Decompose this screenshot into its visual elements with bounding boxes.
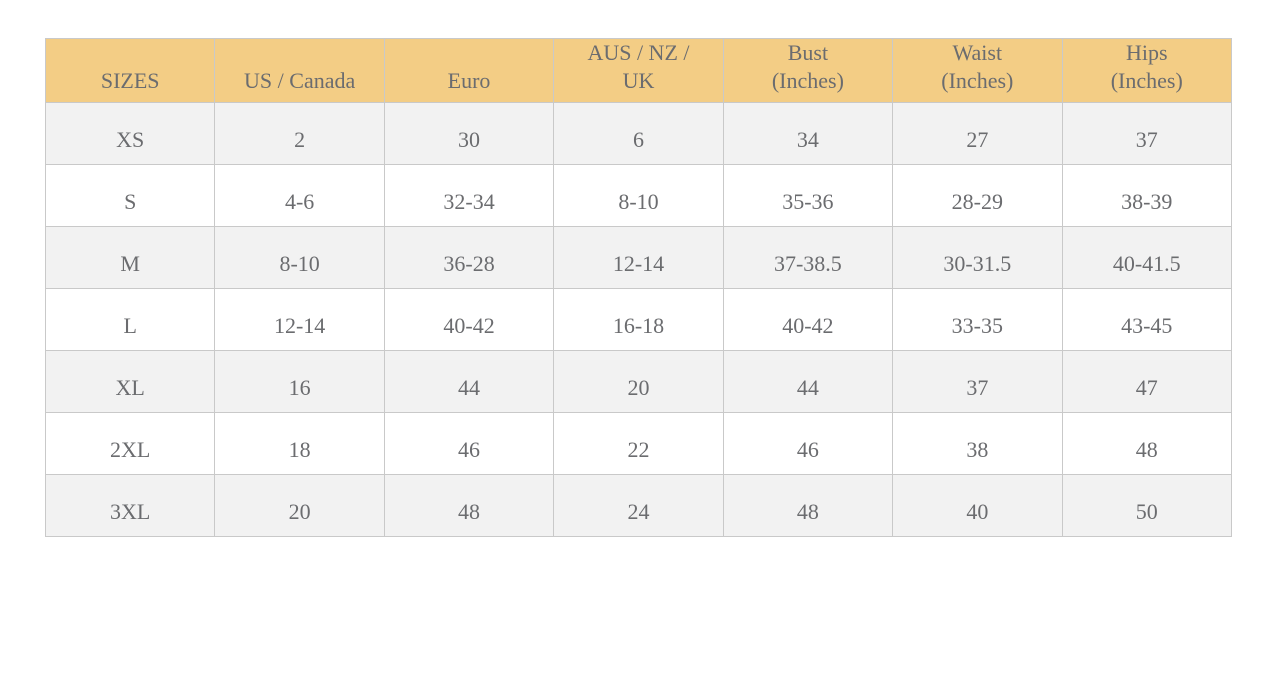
- cell-size: XL: [44, 350, 216, 413]
- cell-hips: 38-39: [1061, 164, 1233, 227]
- cell-aus: 6: [553, 102, 724, 165]
- cell-euro: 36-28: [383, 226, 555, 289]
- cell-bust: 37-38.5: [722, 226, 894, 289]
- cell-euro: 46: [383, 412, 555, 475]
- cell-bust: 35-36: [722, 164, 894, 227]
- column-header-waist: Waist (Inches): [892, 38, 1063, 103]
- cell-size: L: [44, 288, 216, 351]
- cell-us: 20: [214, 474, 385, 537]
- cell-aus: 20: [553, 350, 724, 413]
- cell-euro: 32-34: [383, 164, 555, 227]
- cell-hips: 47: [1061, 350, 1233, 413]
- size-chart-table: SIZES US / Canada Euro AUS / NZ / UK Bus…: [44, 38, 1233, 537]
- cell-waist: 40: [892, 474, 1063, 537]
- column-header-hips: Hips (Inches): [1061, 38, 1233, 103]
- cell-size: 3XL: [44, 474, 216, 537]
- cell-euro: 44: [383, 350, 555, 413]
- cell-bust: 40-42: [722, 288, 894, 351]
- header-row: SIZES US / Canada Euro AUS / NZ / UK Bus…: [44, 38, 1233, 103]
- table-row-s: S 4-6 32-34 8-10 35-36 28-29 38-39: [44, 164, 1233, 227]
- table-row-xs: XS 2 30 6 34 27 37: [44, 102, 1233, 165]
- cell-waist: 38: [892, 412, 1063, 475]
- cell-size: S: [44, 164, 216, 227]
- cell-waist: 28-29: [892, 164, 1063, 227]
- cell-waist: 37: [892, 350, 1063, 413]
- cell-hips: 48: [1061, 412, 1233, 475]
- cell-us: 18: [214, 412, 385, 475]
- size-chart-body: XS 2 30 6 34 27 37 S 4-6 32-34 8-10 35-3…: [44, 102, 1233, 537]
- cell-bust: 46: [722, 412, 894, 475]
- column-header-bust: Bust (Inches): [722, 38, 894, 103]
- cell-aus: 24: [553, 474, 724, 537]
- table-row-m: M 8-10 36-28 12-14 37-38.5 30-31.5 40-41…: [44, 226, 1233, 289]
- cell-size: 2XL: [44, 412, 216, 475]
- cell-us: 2: [214, 102, 385, 165]
- column-header-sizes: SIZES: [44, 38, 216, 103]
- cell-waist: 30-31.5: [892, 226, 1063, 289]
- table-row-l: L 12-14 40-42 16-18 40-42 33-35 43-45: [44, 288, 1233, 351]
- cell-waist: 27: [892, 102, 1063, 165]
- cell-aus: 16-18: [553, 288, 724, 351]
- cell-us: 12-14: [214, 288, 385, 351]
- cell-bust: 44: [722, 350, 894, 413]
- table-row-2xl: 2XL 18 46 22 46 38 48: [44, 412, 1233, 475]
- column-header-euro: Euro: [383, 38, 555, 103]
- cell-euro: 48: [383, 474, 555, 537]
- cell-waist: 33-35: [892, 288, 1063, 351]
- cell-aus: 12-14: [553, 226, 724, 289]
- cell-euro: 40-42: [383, 288, 555, 351]
- cell-hips: 40-41.5: [1061, 226, 1233, 289]
- cell-us: 16: [214, 350, 385, 413]
- cell-hips: 43-45: [1061, 288, 1233, 351]
- cell-us: 8-10: [214, 226, 385, 289]
- table-row-3xl: 3XL 20 48 24 48 40 50: [44, 474, 1233, 537]
- cell-hips: 50: [1061, 474, 1233, 537]
- column-header-aus-nz-uk: AUS / NZ / UK: [553, 38, 724, 103]
- cell-bust: 48: [722, 474, 894, 537]
- cell-aus: 22: [553, 412, 724, 475]
- cell-us: 4-6: [214, 164, 385, 227]
- cell-size: XS: [44, 102, 216, 165]
- cell-hips: 37: [1061, 102, 1233, 165]
- table-row-xl: XL 16 44 20 44 37 47: [44, 350, 1233, 413]
- cell-size: M: [44, 226, 216, 289]
- cell-euro: 30: [383, 102, 555, 165]
- size-chart-header: SIZES US / Canada Euro AUS / NZ / UK Bus…: [44, 38, 1233, 103]
- column-header-us-canada: US / Canada: [214, 38, 385, 103]
- cell-aus: 8-10: [553, 164, 724, 227]
- cell-bust: 34: [722, 102, 894, 165]
